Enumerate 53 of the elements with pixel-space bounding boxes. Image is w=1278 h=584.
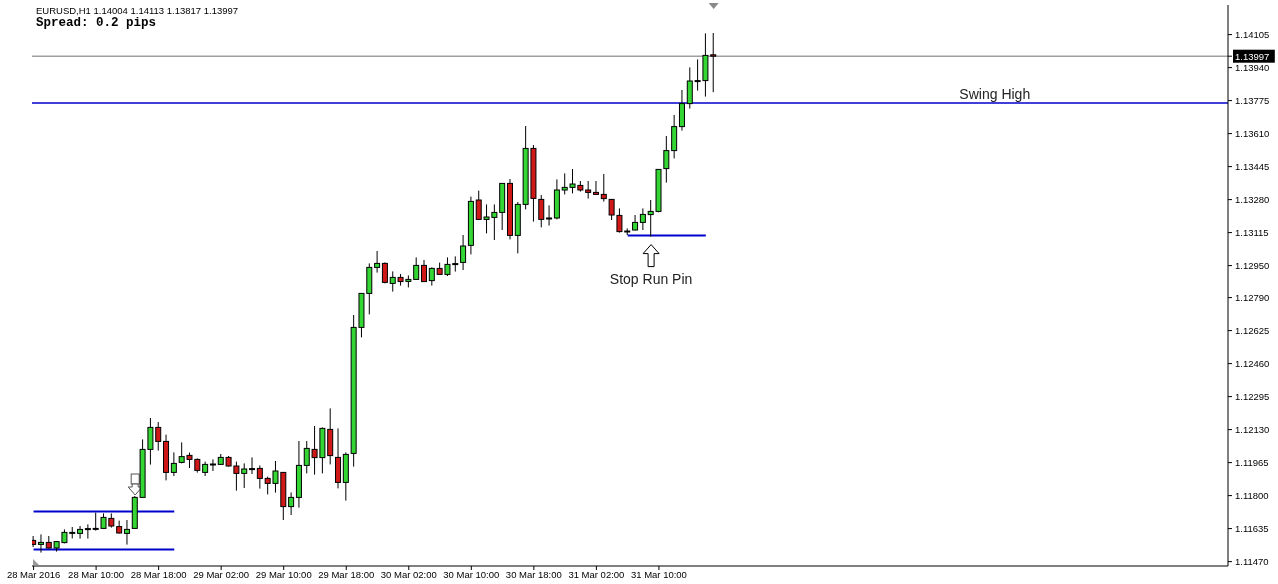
y-tick-label: 1.11635 bbox=[1235, 522, 1269, 534]
y-tick-label: 1.13280 bbox=[1235, 193, 1270, 205]
text: Spread: 0.2 pips bbox=[36, 16, 157, 30]
x-tick-label: 28 Mar 10:00 bbox=[68, 568, 125, 580]
candlestick bbox=[592, 180, 599, 196]
candlestick bbox=[538, 194, 545, 228]
x-tick-label: 30 Mar 18:00 bbox=[505, 568, 562, 580]
y-tick-label: 1.11965 bbox=[1235, 456, 1269, 468]
chart-title: EURUSD,H1 1.14004 1.14113 1.13817 1.13997 bbox=[36, 5, 239, 16]
candlestick bbox=[639, 207, 646, 231]
y-tick-label: 1.11800 bbox=[1235, 489, 1269, 501]
candlestick bbox=[546, 204, 553, 227]
y-tick-label: 1.12790 bbox=[1235, 291, 1270, 303]
y-tick-label: 1.12625 bbox=[1235, 324, 1270, 336]
candlestick bbox=[209, 458, 216, 472]
candlestick bbox=[671, 114, 678, 159]
y-tick-label: 1.13115 bbox=[1235, 226, 1269, 238]
y-tick-label: 1.13775 bbox=[1235, 94, 1270, 106]
y-tick-label: 1.14105 bbox=[1235, 28, 1270, 40]
candlestick bbox=[256, 464, 263, 490]
candlestick bbox=[37, 533, 44, 554]
x-tick-label: 29 Mar 02:00 bbox=[193, 568, 250, 580]
x-tick-label: 31 Mar 02:00 bbox=[568, 568, 625, 580]
x-tick-label: 30 Mar 10:00 bbox=[443, 568, 500, 580]
y-tick-label: 1.11470 bbox=[1235, 555, 1269, 567]
y-tick-label: 1.13940 bbox=[1235, 61, 1270, 73]
x-tick-label: 29 Mar 18:00 bbox=[318, 568, 375, 580]
candlestick bbox=[600, 173, 607, 203]
annotation: Stop Run Pin bbox=[609, 270, 693, 287]
y-tick-label: 1.13610 bbox=[1235, 127, 1270, 139]
x-tick-label: 29 Mar 10:00 bbox=[255, 568, 312, 580]
x-tick-label: 28 Mar 2016 bbox=[6, 568, 61, 580]
x-tick-label: 28 Mar 18:00 bbox=[130, 568, 187, 580]
candlestick bbox=[663, 135, 670, 184]
candlestick bbox=[374, 250, 381, 274]
candlestick bbox=[84, 523, 91, 540]
candlestick bbox=[678, 89, 685, 132]
y-tick-label: 1.12130 bbox=[1235, 423, 1270, 435]
candlestick bbox=[77, 525, 84, 540]
y-tick-label: 1.13997 bbox=[1235, 50, 1270, 62]
candlestick bbox=[288, 491, 295, 516]
candlestick bbox=[123, 519, 130, 546]
candlestick bbox=[460, 234, 467, 271]
candlestick bbox=[249, 456, 256, 475]
ref-line-label: Swing High bbox=[959, 86, 1031, 102]
y-tick-label: 1.12295 bbox=[1235, 390, 1270, 402]
candlestick bbox=[170, 451, 177, 477]
y-tick-label: 1.12950 bbox=[1235, 259, 1270, 271]
y-tick-label: 1.13445 bbox=[1235, 160, 1270, 172]
x-tick-label: 30 Mar 02:00 bbox=[380, 568, 437, 580]
x-tick-label: 31 Mar 10:00 bbox=[630, 568, 687, 580]
candlestick bbox=[632, 214, 639, 231]
y-tick-label: 1.12460 bbox=[1235, 357, 1270, 369]
